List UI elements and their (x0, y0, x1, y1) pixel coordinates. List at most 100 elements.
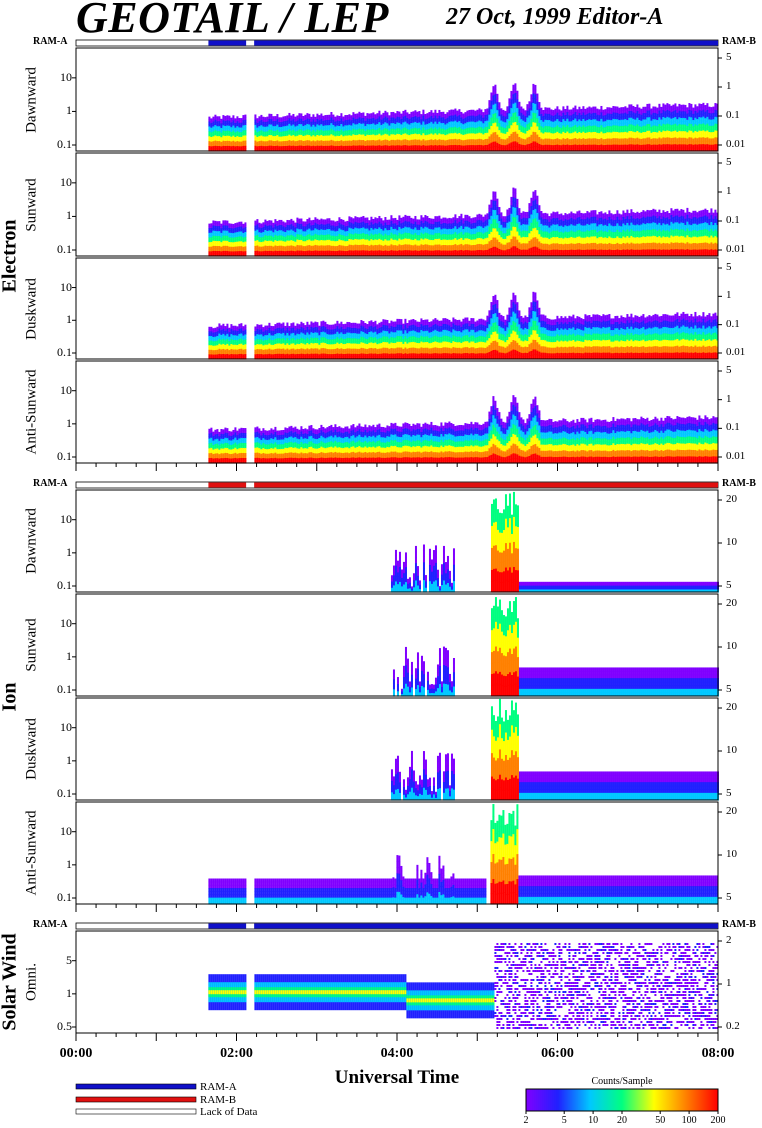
spectrum-cell (538, 106, 540, 110)
spectrum-cell (512, 108, 514, 113)
spectrum-cell (494, 85, 496, 90)
spectrum-cell (508, 140, 510, 144)
spectrum-cell (494, 104, 496, 109)
spectrum-cell (490, 122, 492, 127)
spectrum-cell (518, 112, 520, 116)
spectrum-cell (496, 114, 498, 119)
spectrum-cell (494, 113, 496, 118)
spectrum-cell (496, 102, 498, 107)
spectrum-cell (528, 115, 530, 119)
spectrum-cell (492, 100, 494, 105)
spectrum-cell (508, 132, 510, 136)
spectrum-cell (488, 118, 490, 122)
spectrum-cell (528, 101, 530, 105)
spectrum-cell (536, 118, 538, 123)
spectrum-cell (532, 93, 534, 98)
spectrum-cell (534, 123, 536, 128)
spectrum-cell (496, 94, 498, 99)
spectrum-cell (528, 133, 530, 137)
spectrum-cell (492, 86, 494, 91)
spectrum-cell (490, 130, 492, 135)
spectrum-cell (514, 108, 516, 113)
spectrum-cell (532, 113, 534, 118)
spectrum-cell (512, 89, 514, 94)
spectrum-cell (498, 116, 500, 120)
ram-bar-fill (254, 924, 718, 929)
spectrum-cell (536, 94, 538, 99)
spectrum-cell (508, 110, 510, 114)
ram-bar-fill (254, 483, 718, 488)
spectrum-cell (514, 98, 516, 103)
spectrum-cell (490, 93, 492, 98)
spectrum-cell (538, 134, 540, 138)
spectrum-cell (532, 132, 534, 137)
spectrum-cell (508, 113, 510, 117)
spectrum-cell (538, 109, 540, 113)
spectrum-cell (492, 95, 494, 100)
spectrum-cell (510, 125, 512, 130)
spectrum-cell (492, 105, 494, 110)
spectrum-cell (488, 115, 490, 119)
spectrum-cell (510, 134, 512, 139)
spectrum-cell (534, 94, 536, 99)
spectrum-cell (536, 98, 538, 103)
spectrum-cell (536, 114, 538, 119)
spectrum-cell (514, 112, 516, 117)
spectrum-cell (512, 104, 514, 109)
spectrum-cell (488, 111, 490, 115)
spectrum-cell (528, 144, 530, 148)
spectrum-cell (516, 112, 518, 117)
spectrum-cell (494, 108, 496, 113)
spectrum-cell (496, 131, 498, 136)
spectrum-cell (492, 128, 494, 133)
spectrum-cell (512, 137, 514, 142)
spectrum-cell (538, 127, 540, 131)
spectrum-cell (490, 118, 492, 123)
spectrum-cell (530, 143, 532, 148)
spectrum-cell (496, 135, 498, 140)
ram-bar-fill (208, 41, 246, 46)
spectrum-cell (488, 122, 490, 126)
spectrum-cell (508, 143, 510, 147)
spectrum-cell (536, 106, 538, 111)
spectrum-cell (528, 126, 530, 130)
spectrum-cell (536, 143, 538, 148)
spectrum-cell (528, 108, 530, 112)
spectrum-cell (528, 112, 530, 116)
spectrum-cell (498, 120, 500, 124)
spectrum-cell (494, 118, 496, 123)
spectrum-cell (528, 119, 530, 123)
spectrum-cell (514, 117, 516, 122)
spectrum-cell (498, 123, 500, 127)
spectrum-cell (498, 134, 500, 138)
spectrum-cell (516, 125, 518, 130)
ram-bar-fill (208, 924, 246, 929)
spectrum-cell (492, 137, 494, 142)
spectrum-cell (496, 139, 498, 144)
spectrum-cell (494, 137, 496, 142)
spectrum-cell (512, 99, 514, 104)
spectrum-cell (518, 105, 520, 109)
spectrogram-plot (0, 0, 762, 1128)
spectrum-cell (492, 114, 494, 119)
spectrum-cell (510, 100, 512, 105)
spectrum-cell (492, 91, 494, 96)
spectrum-cell (532, 117, 534, 122)
spectrum-cell (494, 123, 496, 128)
spectrum-cell (536, 122, 538, 127)
spectrum-cell (532, 127, 534, 132)
spectrum-cell (508, 128, 510, 132)
spectrum-cell (514, 83, 516, 88)
spectrum-cell (488, 100, 490, 104)
spectrum-cell (516, 104, 518, 109)
spectrum-cell (532, 84, 534, 89)
spectrum-cell (510, 108, 512, 113)
ram-bar-fill (208, 483, 246, 488)
spectrum-cell (530, 139, 532, 144)
spectrum-cell (508, 136, 510, 140)
spectrum-cell (538, 130, 540, 134)
spectrum-cell (498, 127, 500, 131)
spectrum-cell (534, 127, 536, 132)
spectrum-cell (494, 94, 496, 99)
spectrum-cell (488, 144, 490, 148)
